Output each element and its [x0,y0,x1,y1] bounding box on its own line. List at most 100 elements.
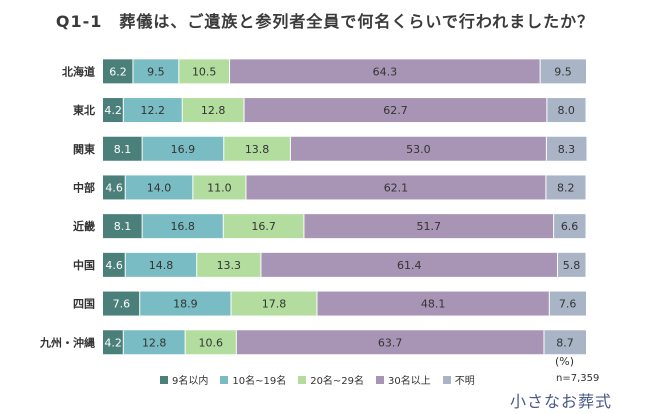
bar-segment [549,291,586,316]
bar-segment [230,291,317,316]
bar-segment [236,330,544,355]
legend-swatch [376,375,385,384]
legend: 9名以内 10名~19名 20名~29名 30名以上 不明 [160,372,475,387]
bar-segment [132,59,179,84]
bar-segment [192,175,246,200]
legend-swatch [298,375,307,384]
category-label: 四国 [73,298,95,311]
data-label: 64.3 [373,65,398,78]
data-label: 4.2 [104,336,122,349]
data-label: 8.2 [557,181,575,194]
data-label: 16.9 [171,143,196,156]
legend-item: 10名~19名 [220,372,286,387]
bar-segment [223,136,291,161]
bar-segment [290,136,547,161]
category-label: 中部 [73,180,95,194]
data-label: 8.1 [114,143,132,156]
bar-segment [553,214,586,239]
data-label: 9.5 [147,65,165,78]
bar-segment [123,98,183,123]
data-label: 8.7 [556,336,574,349]
unit-label: (%) [555,355,575,368]
legend-item: 不明 [442,372,475,387]
data-label: 17.8 [262,298,287,311]
legend-swatch [442,375,451,384]
legend-item: 20名~29名 [298,372,364,387]
legend-swatch [220,375,229,384]
bar-segment [142,214,224,239]
bar-segment [316,291,550,316]
sample-size-label: n=7,359 [556,373,600,384]
legend-item: 30名以上 [376,372,431,387]
bar-segment [303,214,554,239]
category-label: 北海道 [62,64,95,78]
bar-segment [103,291,140,316]
data-label: 18.9 [173,298,198,311]
data-label: 48.1 [421,298,446,311]
data-label: 10.6 [198,336,223,349]
bar-segment [540,59,586,84]
bar-segment [142,136,224,161]
brand-logo: 小さなお葬式 [510,392,613,411]
data-label: 53.0 [406,143,431,156]
data-label: 61.4 [397,259,422,272]
bar-segment [545,175,586,200]
data-label: 8.3 [558,143,576,156]
data-label: 4.6 [105,259,123,272]
bar-segment [245,175,546,200]
data-label: 13.8 [245,143,270,156]
data-label: 7.6 [559,298,577,311]
bar-segment [103,175,126,200]
bar-segment [223,214,304,239]
category-label: 九州・沖縄 [39,335,95,349]
bar-segment [260,252,558,277]
bar-segment [103,59,133,84]
bar-segment [185,330,237,355]
legend-label: 20名~29名 [310,376,365,387]
legend-label: 9名以内 [172,376,209,387]
category-label: 近畿 [73,219,95,233]
data-label: 8.1 [114,220,132,233]
bar-segment [196,252,261,277]
data-label: 5.8 [563,259,581,272]
data-label: 63.7 [378,336,403,349]
data-label: 4.2 [104,104,122,117]
legend-label: 30名以上 [388,376,431,387]
data-label: 51.7 [417,220,442,233]
data-label: 6.6 [561,220,579,233]
data-label: 9.5 [554,65,572,78]
legend-label: 不明 [454,376,475,387]
data-label: 14.0 [147,181,172,194]
bar-segment [103,330,124,355]
legend-swatch [160,375,168,384]
bar-segment [543,330,586,355]
data-label: 62.7 [383,104,408,117]
bar-segment [103,136,143,161]
bar-segment [139,291,231,316]
data-label: 12.8 [142,336,167,349]
data-label: 4.6 [105,181,123,194]
legend-item: 9名以内 [160,372,208,387]
data-label: 16.7 [251,220,276,233]
bar-segment [178,59,230,84]
bar-segment [125,252,197,277]
data-label: 10.5 [192,65,217,78]
data-label: 12.8 [201,104,226,117]
bar-segment [123,330,186,355]
data-label: 16.8 [170,220,195,233]
bar-segment [125,175,193,200]
legend-label: 10名~19名 [232,376,287,387]
data-label: 12.2 [140,104,165,117]
bar-segment [103,252,126,277]
data-label: 8.0 [557,104,575,117]
data-label: 7.6 [113,298,131,311]
data-label: 11.0 [207,181,232,194]
bar-segment [182,98,245,123]
data-label: 62.1 [384,181,409,194]
data-label: 6.2 [109,65,127,78]
bar-segment [244,98,547,123]
data-label: 13.3 [217,259,242,272]
category-label: 関東 [73,142,96,156]
bar-segment [103,214,143,239]
chart-title: Q1-1 葬儀は、ご遺族と参列者全員で何名くらいで行われましたか？ [55,12,595,31]
